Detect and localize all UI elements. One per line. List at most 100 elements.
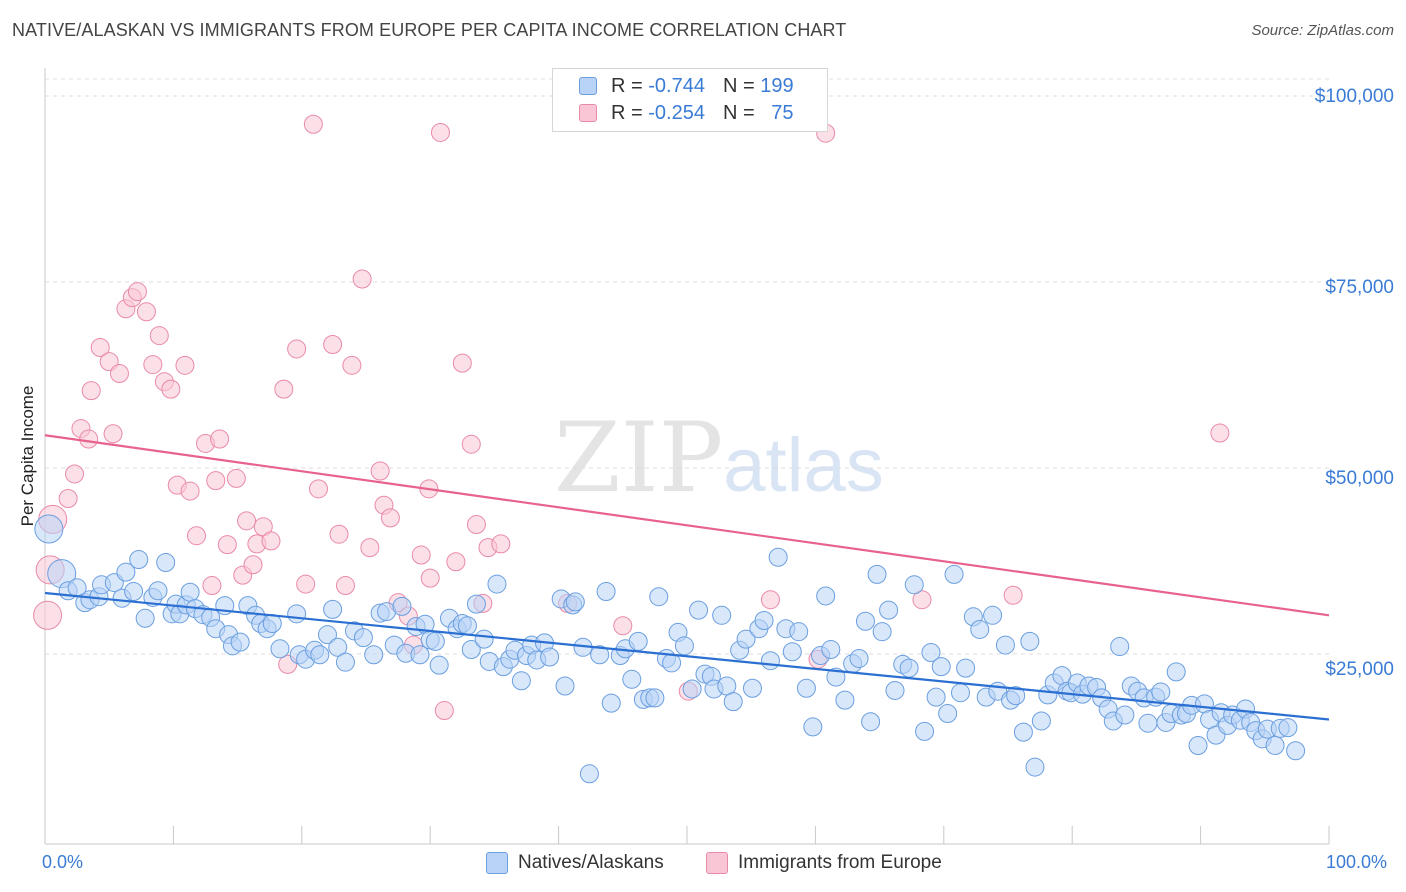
point-blue: [129, 550, 149, 570]
point-blue: [899, 658, 919, 678]
r-value: -0.254: [648, 101, 705, 124]
n-label: N =: [722, 101, 755, 124]
point-blue: [1286, 741, 1306, 761]
point-blue: [1278, 718, 1298, 738]
y-tick-label-100000: $100,000: [1314, 86, 1394, 107]
point-blue: [872, 622, 892, 642]
point-pink: [149, 326, 169, 346]
point-pink: [261, 531, 281, 551]
point-blue: [1020, 631, 1040, 651]
point-blue: [230, 632, 250, 652]
point-pink: [274, 379, 294, 399]
point-pink: [127, 282, 147, 302]
point-blue: [789, 622, 809, 642]
point-blue: [736, 629, 756, 649]
point-pink: [33, 600, 63, 630]
point-pink: [237, 511, 257, 531]
point-pink: [180, 481, 200, 501]
point-pink: [202, 576, 222, 596]
point-blue: [1013, 722, 1033, 742]
point-blue: [335, 652, 355, 672]
y-axis-title: Per Capita Income: [18, 385, 37, 527]
point-blue: [474, 629, 494, 649]
point-pink: [430, 122, 450, 142]
point-blue: [628, 631, 648, 651]
pink-swatch-icon: [579, 104, 597, 122]
point-blue: [270, 639, 290, 659]
point-blue: [487, 574, 507, 594]
point-pink: [103, 424, 123, 444]
point-blue: [944, 564, 964, 584]
point-blue: [723, 692, 743, 712]
point-blue: [596, 582, 616, 602]
point-blue: [835, 690, 855, 710]
point-blue: [754, 611, 774, 631]
x-tick-label-min: 0.0%: [42, 852, 84, 872]
point-pink: [760, 590, 780, 610]
point-blue: [861, 712, 881, 732]
point-pink: [136, 302, 156, 322]
point-blue: [712, 605, 732, 625]
point-blue: [885, 680, 905, 700]
point-pink: [323, 334, 343, 354]
r-label: R =: [611, 101, 643, 124]
point-blue: [310, 645, 330, 665]
point-blue: [317, 625, 337, 645]
point-pink: [491, 534, 511, 554]
legend-label: Immigrants from Europe: [738, 852, 942, 873]
r-label: R =: [611, 74, 643, 97]
point-pink: [65, 464, 85, 484]
point-blue: [565, 592, 585, 612]
point-blue: [821, 640, 841, 660]
blue-swatch-icon: [486, 852, 508, 874]
point-blue: [782, 642, 802, 662]
point-blue: [590, 645, 610, 665]
point-blue: [1115, 705, 1135, 725]
point-blue: [867, 564, 887, 584]
point-pink: [329, 524, 349, 544]
point-pink: [360, 538, 380, 558]
n-value: 199: [760, 74, 794, 97]
point-blue: [1110, 637, 1130, 657]
pink-swatch-icon: [706, 852, 728, 874]
point-blue: [262, 613, 282, 633]
axes: [44, 68, 1330, 845]
point-blue: [921, 643, 941, 663]
point-blue: [950, 683, 970, 703]
watermark-zip: ZIP: [554, 402, 724, 514]
point-blue: [429, 655, 449, 675]
watermark-atlas: atlas: [723, 423, 884, 508]
point-pink: [434, 701, 454, 721]
point-pink: [296, 574, 316, 594]
point-blue: [915, 721, 935, 741]
point-pink: [58, 489, 78, 509]
point-blue: [796, 678, 816, 698]
point-pink: [187, 526, 207, 546]
point-blue: [742, 678, 762, 698]
point-blue: [649, 587, 669, 607]
point-blue: [674, 636, 694, 656]
point-pink: [143, 355, 163, 375]
point-pink: [226, 468, 246, 488]
point-blue: [855, 611, 875, 631]
point-pink: [466, 515, 486, 535]
point-blue: [1025, 757, 1045, 777]
point-blue: [682, 679, 702, 699]
point-pink: [90, 337, 110, 357]
point-blue: [457, 616, 477, 636]
point-blue: [1138, 713, 1158, 733]
point-blue: [760, 651, 780, 671]
series-natives-alaskans: [34, 514, 1306, 784]
point-blue: [956, 658, 976, 678]
point-pink: [446, 552, 466, 572]
legend-row-immigrants: R = -0.254 N = 75: [579, 100, 793, 126]
point-blue: [601, 693, 621, 713]
correlation-legend: R = -0.744 N = 199 R = -0.254 N = 75: [552, 68, 828, 132]
point-blue: [1031, 711, 1051, 731]
point-blue: [1188, 736, 1208, 756]
point-pink: [243, 555, 263, 575]
point-pink: [81, 381, 101, 401]
x-tick-label-max: 100.0%: [1326, 852, 1388, 872]
legend-label: Natives/Alaskans: [518, 852, 664, 873]
point-blue: [116, 562, 136, 582]
